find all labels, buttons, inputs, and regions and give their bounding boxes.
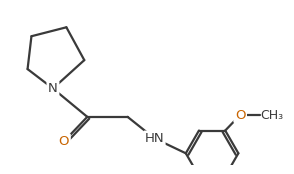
- Text: CH₃: CH₃: [260, 109, 284, 121]
- Text: O: O: [59, 135, 69, 148]
- Text: N: N: [48, 82, 58, 95]
- Text: HN: HN: [145, 132, 164, 145]
- Text: O: O: [235, 109, 245, 121]
